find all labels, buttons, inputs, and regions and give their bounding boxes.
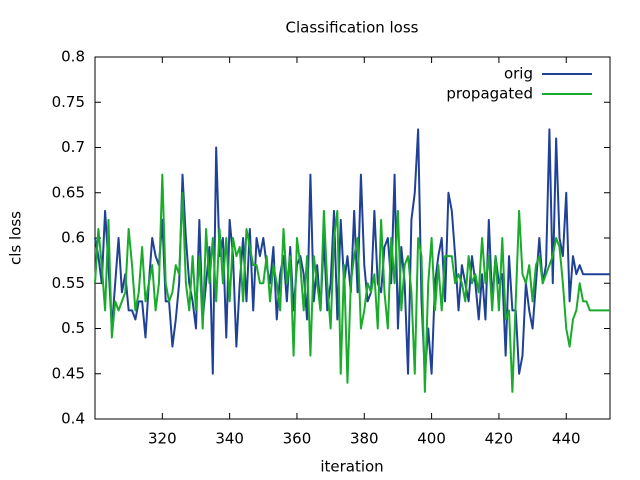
y-tick-label: 0.8 <box>61 48 85 66</box>
x-axis-label: iteration <box>320 458 383 476</box>
y-tick-label: 0.55 <box>52 274 85 292</box>
chart-title: Classification loss <box>286 19 419 37</box>
y-tick-label: 0.7 <box>61 138 85 156</box>
x-tick-label: 420 <box>485 430 514 448</box>
y-tick-label: 0.75 <box>52 93 85 111</box>
y-tick-label: 0.45 <box>52 364 85 382</box>
x-tick-label: 400 <box>417 430 446 448</box>
x-tick-label: 320 <box>148 430 177 448</box>
x-tick-label: 360 <box>283 430 312 448</box>
x-tick-label: 340 <box>215 430 244 448</box>
series-line <box>94 128 610 375</box>
y-axis-label: cls loss <box>7 211 25 265</box>
y-tick-label: 0.5 <box>61 319 85 337</box>
x-tick-label: 440 <box>552 430 581 448</box>
y-tick-label: 0.6 <box>61 229 85 247</box>
y-tick-label: 0.65 <box>52 183 85 201</box>
legend-label: orig <box>504 65 533 83</box>
x-tick-label: 380 <box>350 430 379 448</box>
y-tick-label: 0.4 <box>61 410 85 428</box>
legend-label: propagated <box>446 85 533 103</box>
series-line <box>94 173 610 393</box>
